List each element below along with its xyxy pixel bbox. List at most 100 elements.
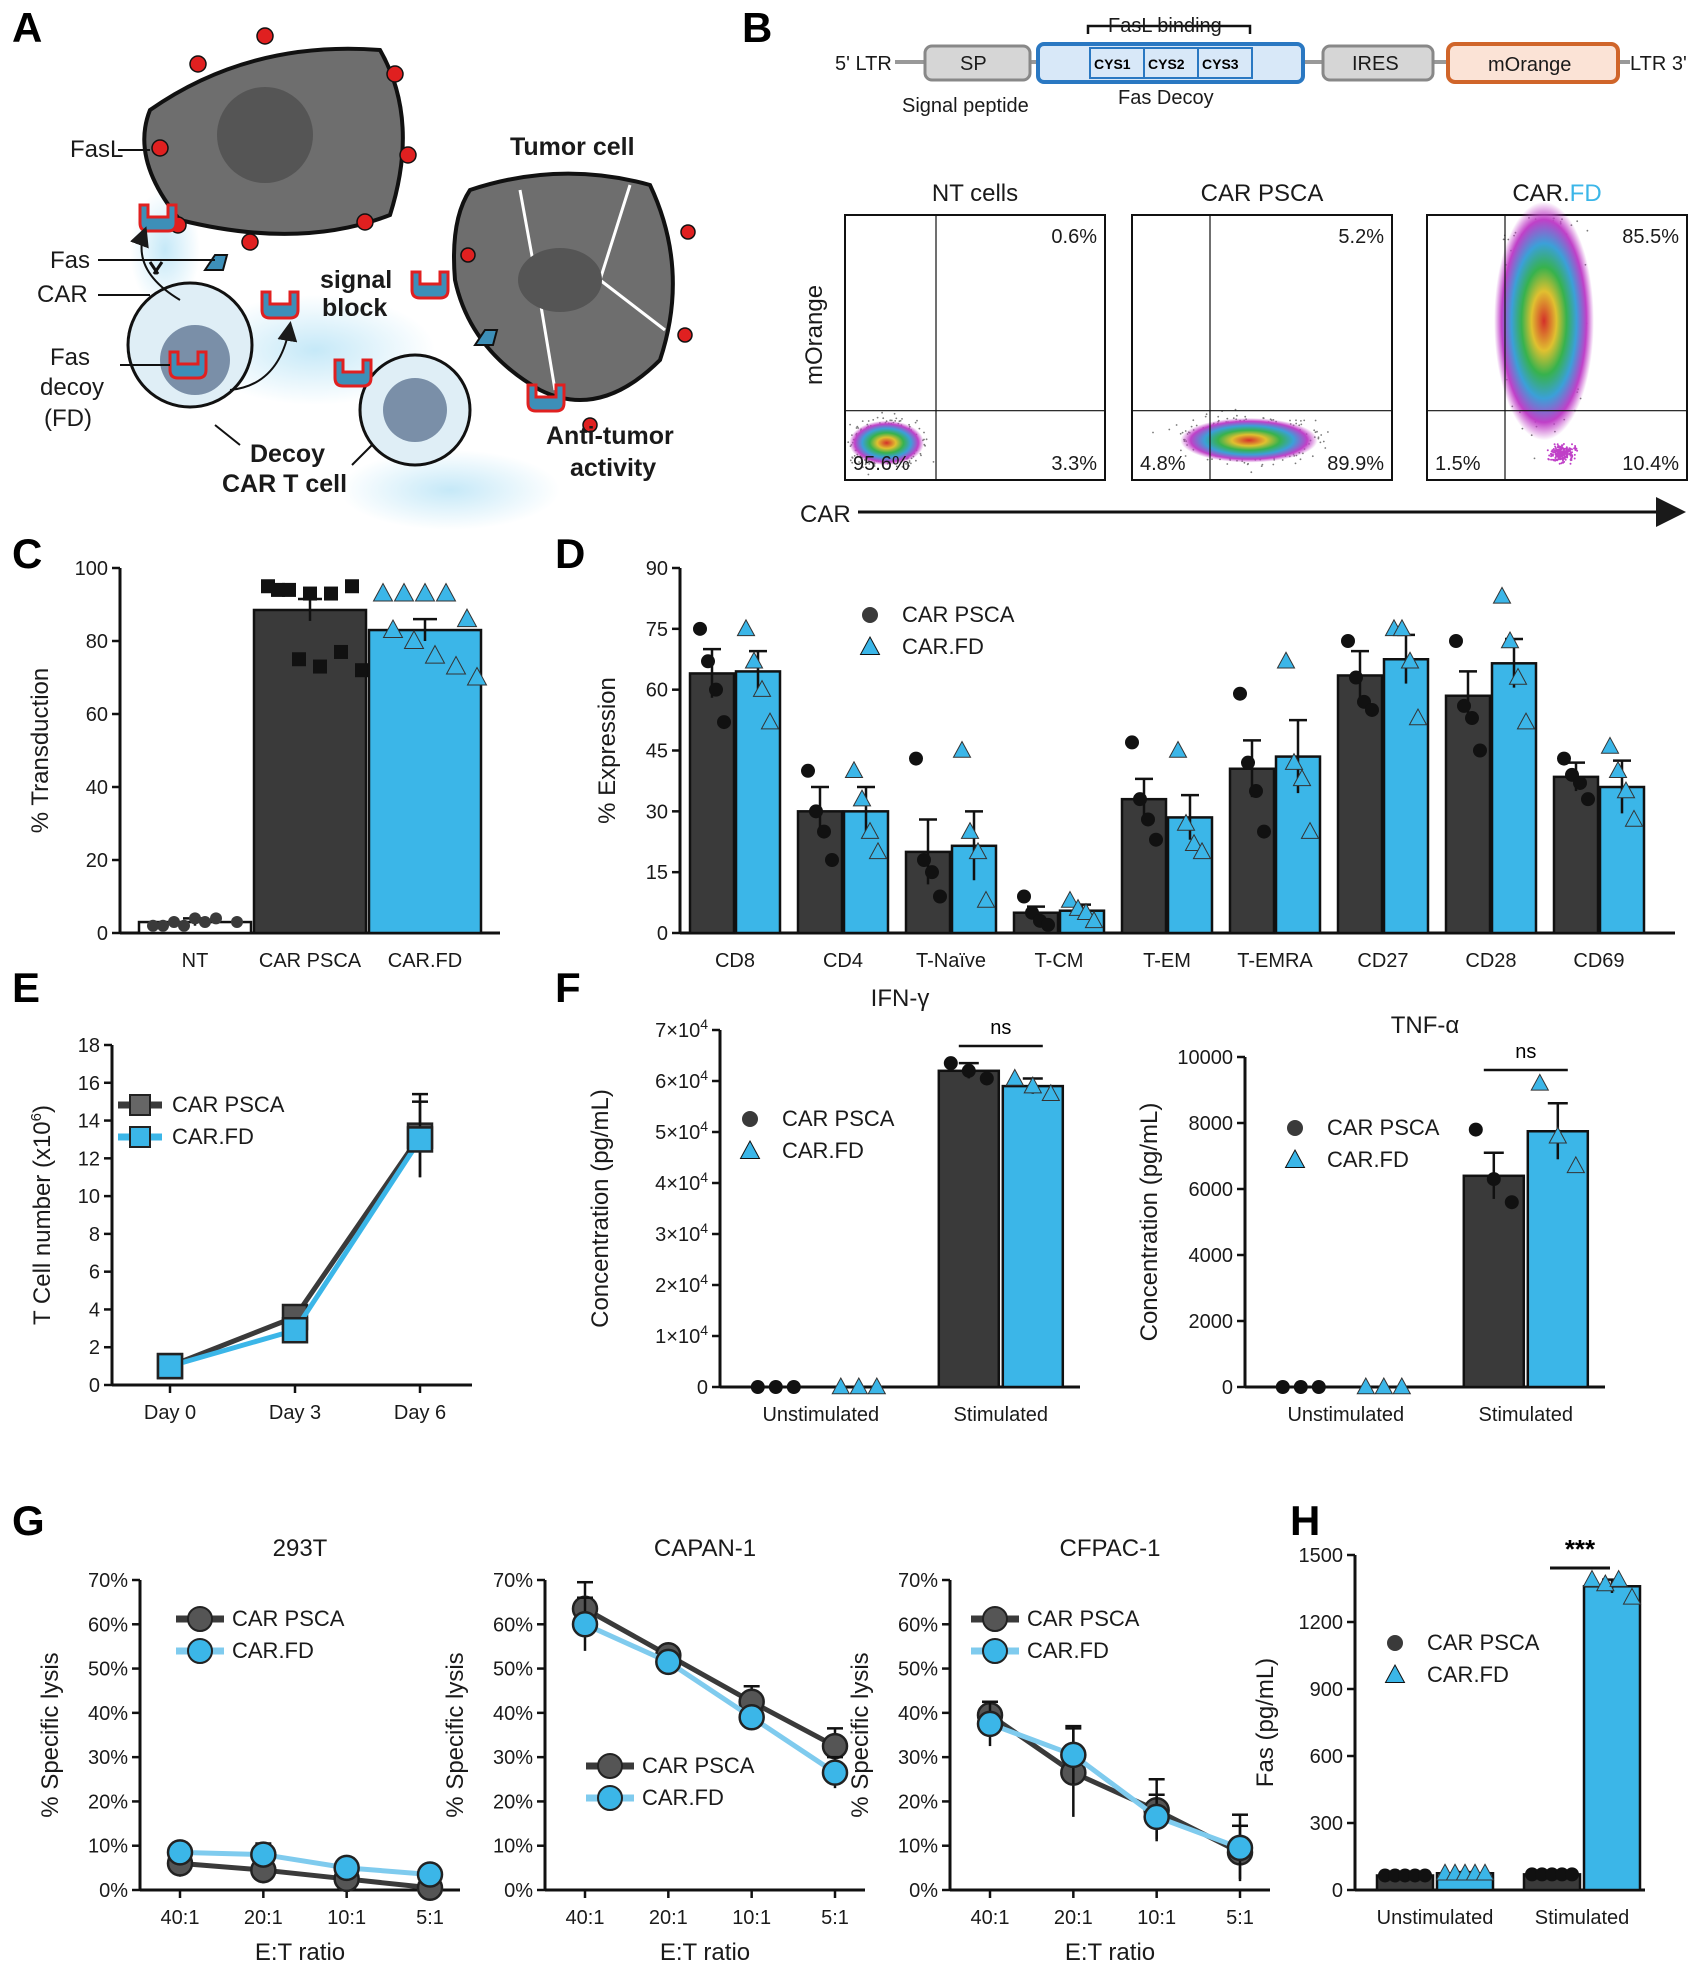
data-point — [271, 582, 285, 597]
x-tick-label: Stimulated — [1535, 1907, 1630, 1929]
flow-event — [860, 460, 863, 462]
flow-pct-upper-right: 0.6% — [1051, 226, 1097, 248]
data-point — [1581, 792, 1595, 807]
flow-event — [1550, 455, 1553, 458]
data-point — [943, 1056, 958, 1071]
data-point — [801, 763, 815, 778]
data-point — [1341, 634, 1355, 648]
flow-event — [1152, 431, 1154, 434]
data-point — [1624, 809, 1644, 827]
x-tick-label: 40:1 — [161, 1907, 200, 1929]
flow-event — [1546, 449, 1549, 452]
label-anti-tumor-1: Anti-tumor — [546, 422, 674, 450]
flow-event — [847, 441, 850, 444]
y-tick-label: 4×104 — [655, 1169, 708, 1195]
data-point — [1041, 917, 1055, 932]
flow-event — [862, 466, 864, 469]
legend-marker-square — [129, 1094, 151, 1116]
data-point — [1622, 1587, 1642, 1605]
y-tick-label: 20 — [86, 850, 108, 872]
flow-event — [868, 463, 871, 465]
data-point — [1608, 760, 1628, 779]
flow-event — [1556, 443, 1559, 446]
y-tick-label: 40% — [493, 1703, 533, 1725]
data-point — [1076, 902, 1096, 920]
data-point — [1473, 743, 1487, 758]
legend-marker-triangle — [859, 635, 881, 655]
cys1-label: CYS1 — [1094, 56, 1131, 72]
flow-event — [851, 456, 854, 459]
flow-event — [1554, 447, 1557, 450]
x-tick-label: Unstimulated — [1377, 1907, 1494, 1929]
y-tick-label: 3×104 — [655, 1220, 708, 1246]
data-point — [1378, 1868, 1392, 1883]
x-tick-label: Day 6 — [394, 1402, 446, 1424]
series-marker — [333, 1854, 360, 1882]
legend-marker-triangle — [1284, 1148, 1306, 1168]
data-point — [1573, 775, 1587, 790]
x-tick-label: CD69 — [1573, 950, 1624, 972]
flow-event — [1205, 413, 1208, 416]
label-fas: Fas — [50, 247, 90, 274]
y-axis-label: Concentration (pg/mL) — [1136, 1103, 1163, 1342]
data-point — [1508, 667, 1528, 685]
y-tick-label: 30% — [898, 1747, 938, 1769]
bar — [1490, 662, 1538, 935]
y-tick-label: 30 — [646, 801, 668, 823]
flow-event — [895, 465, 898, 468]
data-point — [303, 586, 317, 601]
flow-event — [1300, 420, 1302, 422]
data-point — [1392, 618, 1412, 637]
legend-marker-square — [129, 1126, 151, 1148]
flow-plot: NT cells 0.6% 95.6% 3.3% — [844, 180, 1106, 481]
data-point — [1388, 1868, 1402, 1883]
bar — [367, 628, 483, 935]
y-tick-label: 7×104 — [655, 1016, 708, 1042]
series-marker — [821, 1732, 849, 1760]
data-point — [282, 582, 296, 597]
flow-event — [895, 417, 898, 420]
series-marker — [250, 1841, 277, 1868]
data-point — [786, 1380, 801, 1394]
flow-event — [1568, 452, 1571, 455]
panel-letter-d: D — [555, 530, 585, 577]
car-receptor — [203, 254, 229, 271]
y-tick-label: 60 — [646, 680, 668, 702]
flow-event — [1562, 443, 1565, 445]
data-point — [147, 919, 159, 932]
significance-label: *** — [1565, 1534, 1596, 1564]
bar — [937, 1069, 1001, 1389]
flow-event — [1299, 458, 1302, 461]
sp-label: SP — [960, 53, 987, 75]
legend-label: CAR.FD — [172, 1124, 254, 1149]
data-point — [313, 659, 327, 674]
y-axis-label: % Specific lysis — [847, 1652, 874, 1817]
flow-event — [918, 427, 921, 430]
flow-event — [1569, 447, 1572, 450]
flow-event — [851, 461, 854, 464]
flow-event — [1311, 455, 1314, 458]
flow-event — [914, 421, 917, 424]
x-tick-label: 10:1 — [732, 1907, 771, 1929]
legend-marker-circle — [862, 607, 878, 623]
chart-title: TNF-α — [1391, 1012, 1460, 1039]
data-point — [1609, 1569, 1629, 1587]
panel-letter-b: B — [742, 4, 772, 51]
data-point — [867, 1376, 887, 1395]
y-axis-label: Fas (pg/mL) — [1252, 1658, 1279, 1787]
chart-title: CFPAC-1 — [1060, 1535, 1161, 1562]
flow-event — [919, 452, 922, 455]
y-tick-label: 10% — [88, 1836, 128, 1858]
y-tick-label: 50% — [88, 1659, 128, 1681]
x-tick-label: CD4 — [823, 950, 863, 972]
data-point — [825, 853, 839, 867]
data-point — [709, 682, 723, 697]
flow-pct-upper-right: 5.2% — [1338, 226, 1384, 248]
data-point — [868, 841, 888, 860]
y-tick-exponent: 4 — [700, 1016, 708, 1032]
t-cell-nucleus-2 — [383, 378, 447, 442]
flow-event — [867, 473, 870, 476]
y-tick-exponent: 4 — [700, 1322, 708, 1338]
flow-event — [1303, 419, 1306, 422]
